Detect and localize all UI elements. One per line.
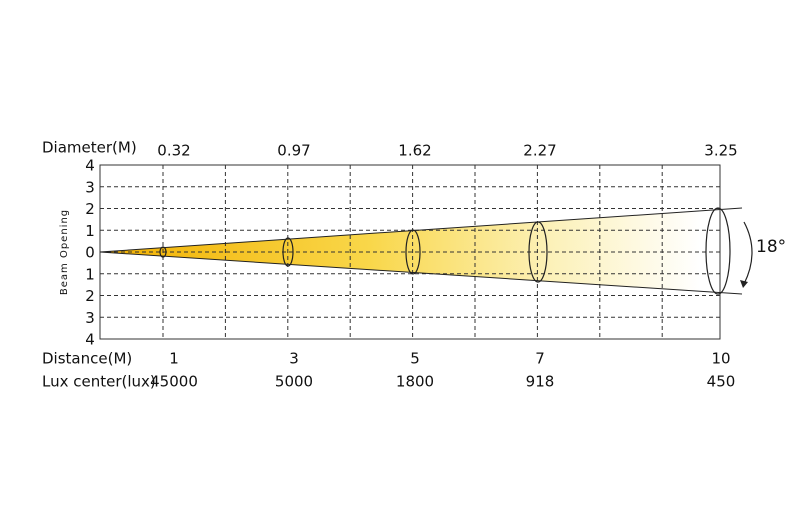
lux-value: 45000 bbox=[150, 373, 198, 391]
diameter-value: 0.32 bbox=[157, 142, 190, 160]
diameter-value: 1.62 bbox=[398, 142, 431, 160]
y-label: 1 bbox=[85, 265, 95, 283]
y-label: 2 bbox=[85, 287, 95, 305]
diameter-label: Diameter(M) bbox=[42, 139, 137, 157]
angle-arc bbox=[743, 221, 753, 285]
angle-label: 18° bbox=[756, 237, 786, 257]
y-label: 4 bbox=[85, 157, 95, 175]
diameter-value: 0.97 bbox=[277, 142, 310, 160]
beam-section bbox=[405, 229, 421, 275]
distance-value: 3 bbox=[289, 350, 299, 368]
diameter-value: 2.27 bbox=[523, 142, 556, 160]
lux-value: 1800 bbox=[396, 373, 434, 391]
lux-value: 918 bbox=[526, 373, 555, 391]
y-label: 2 bbox=[85, 200, 95, 218]
beam bbox=[100, 208, 742, 294]
y-label: 3 bbox=[85, 178, 95, 196]
y-label: 4 bbox=[85, 331, 95, 349]
grid bbox=[100, 165, 720, 339]
distance-label: Distance(M) bbox=[42, 350, 132, 368]
distance-value: 7 bbox=[535, 350, 545, 368]
y-label: 3 bbox=[85, 309, 95, 327]
distance-value: 5 bbox=[410, 350, 420, 368]
y-label: 0 bbox=[85, 244, 95, 262]
distance-value: 1 bbox=[169, 350, 179, 368]
lux-value: 450 bbox=[707, 373, 736, 391]
arrow-head bbox=[740, 280, 748, 288]
beam-section bbox=[159, 246, 167, 258]
diameter-value: 3.25 bbox=[704, 142, 737, 160]
beam-section bbox=[528, 221, 548, 283]
beam-section bbox=[705, 207, 731, 295]
beam-section bbox=[282, 237, 294, 267]
distance-value: 10 bbox=[711, 350, 730, 368]
lux-value: 5000 bbox=[275, 373, 313, 391]
lux-label: Lux center(lux) bbox=[42, 373, 156, 391]
y-label: 1 bbox=[85, 222, 95, 240]
beam-edge bbox=[99, 251, 743, 295]
beam-edge bbox=[99, 207, 743, 253]
axis-title: Beam Opening bbox=[59, 209, 70, 295]
